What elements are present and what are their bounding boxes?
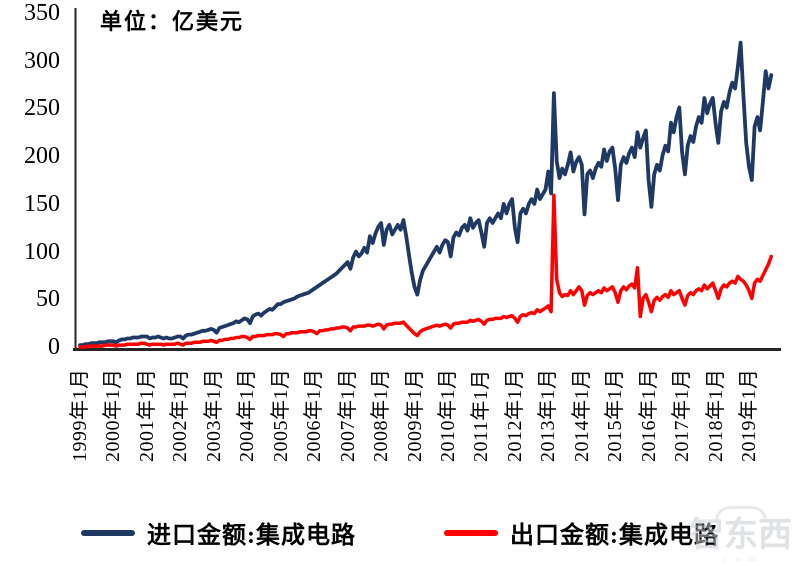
imports-series-line bbox=[78, 40, 774, 348]
x-tick-label: 2000年1月 bbox=[102, 368, 125, 463]
x-tick-label: 2019年1月 bbox=[738, 368, 760, 463]
x-tick-label: 2006年1月 bbox=[303, 368, 326, 463]
y-tick-label: 200 bbox=[24, 143, 60, 170]
x-tick-label: 2007年1月 bbox=[336, 368, 359, 463]
x-tick-label: 2012年1月 bbox=[503, 368, 526, 463]
x-tick-label: 2018年1月 bbox=[704, 368, 727, 463]
x-tick-label: 2014年1月 bbox=[570, 368, 593, 463]
legend-label-exports: 出口金额:集成电路 bbox=[510, 523, 719, 549]
exports-line-swatch bbox=[444, 529, 498, 536]
x-tick-label: 2009年1月 bbox=[403, 368, 426, 463]
chart-legend: 进口金额:集成电路 出口金额:集成电路 bbox=[0, 515, 800, 550]
x-tick-label: 2003年1月 bbox=[202, 368, 225, 463]
imports-line-swatch bbox=[81, 529, 135, 536]
x-tick-label: 2011年1月 bbox=[470, 369, 493, 462]
y-tick-label: 100 bbox=[24, 238, 60, 265]
x-tick-label: 1999年1月 bbox=[69, 368, 91, 463]
y-tick-label: 50 bbox=[36, 286, 60, 313]
x-tick-label: 2015年1月 bbox=[604, 368, 627, 463]
x-tick-label: 2017年1月 bbox=[671, 368, 694, 463]
x-tick-label: 2001年1月 bbox=[135, 368, 158, 463]
y-tick-label: 150 bbox=[24, 190, 60, 217]
legend-label-imports: 进口金额:集成电路 bbox=[147, 523, 356, 549]
y-tick-label: 250 bbox=[24, 95, 60, 122]
x-tick-label: 2010年1月 bbox=[436, 368, 459, 463]
x-tick-label: 2002年1月 bbox=[169, 368, 192, 463]
y-tick-label: 0 bbox=[48, 334, 60, 361]
y-tick-label: 300 bbox=[24, 47, 60, 74]
x-tick-label: 2008年1月 bbox=[370, 368, 393, 463]
unit-label: 单位：亿美元 bbox=[100, 9, 245, 34]
y-tick-label: 350 bbox=[24, 0, 60, 27]
legend-item-imports: 进口金额:集成电路 bbox=[81, 515, 356, 550]
exports-series-line bbox=[78, 193, 774, 349]
x-tick-label: 2016年1月 bbox=[637, 368, 660, 463]
legend-item-exports: 出口金额:集成电路 bbox=[444, 515, 719, 550]
x-tick-label: 2005年1月 bbox=[269, 368, 292, 463]
x-tick-label: 2004年1月 bbox=[236, 368, 259, 463]
x-tick-label: 2013年1月 bbox=[537, 368, 560, 463]
